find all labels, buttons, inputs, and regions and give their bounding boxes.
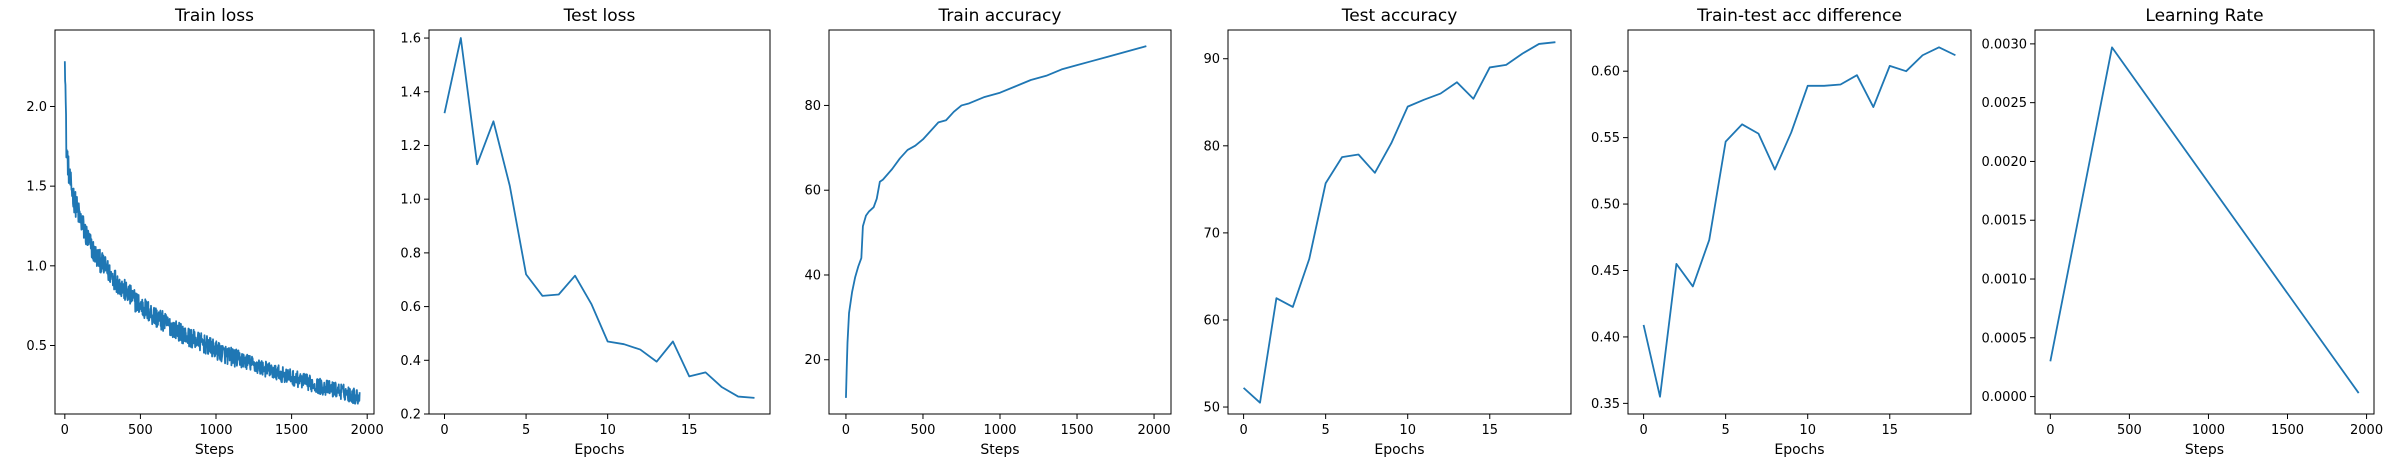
y-tick-label: 0.6 xyxy=(400,300,421,315)
x-tick-label: 2000 xyxy=(2350,423,2383,438)
x-axis-label: Epochs xyxy=(574,442,624,458)
x-tick-label: 5 xyxy=(1322,423,1330,438)
chart-title: Test loss xyxy=(563,6,636,26)
chart-panel-2: Test loss 0 5 10 15 0.2 0.4 0.6 0.8 1.0 1.2 1.4 1.6 E… xyxy=(400,6,771,458)
plot-area-frame xyxy=(428,29,771,415)
x-tick-label: 15 xyxy=(1481,423,1498,438)
chart-panel-4: Test accuracy 0 5 10 15 50 60 70 80 90 Epochs xyxy=(1203,6,1572,458)
chart-panel-6: Learning Rate 0 500 1000 1500 2000 0.0000 0.000… xyxy=(1982,6,2384,458)
y-tick-label: 80 xyxy=(1203,139,1220,154)
y-tick-label: 80 xyxy=(804,99,821,114)
y-tick-label: 0.0000 xyxy=(1982,390,2028,405)
y-tick-label: 0.50 xyxy=(1591,198,1620,213)
x-tick-label: 0 xyxy=(440,423,448,438)
y-tick-label: 0.0020 xyxy=(1982,155,2028,170)
series-line xyxy=(443,37,755,399)
series-line xyxy=(2049,46,2360,394)
y-tick-label: 20 xyxy=(804,353,821,368)
y-tick-label: 60 xyxy=(1203,313,1220,328)
x-tick-label: 0 xyxy=(842,423,850,438)
chart-panel-1: Train loss 0 500 1000 1500 2000 0.5 1.0 1.5 2.0 St… xyxy=(26,6,383,458)
series-line xyxy=(1242,41,1556,404)
y-tick-label: 1.4 xyxy=(400,85,421,100)
y-tick-label: 50 xyxy=(1203,401,1220,416)
y-tick-label: 1.6 xyxy=(400,32,421,47)
y-tick-label: 0.60 xyxy=(1591,65,1620,80)
y-tick-label: 0.55 xyxy=(1591,131,1620,146)
y-tick-label: 60 xyxy=(804,184,821,199)
x-tick-label: 1500 xyxy=(275,423,308,438)
chart-title: Test accuracy xyxy=(1341,6,1458,26)
x-tick-label: 0 xyxy=(61,423,69,438)
chart-title: Train accuracy xyxy=(938,6,1062,26)
x-tick-label: 500 xyxy=(911,423,936,438)
y-tick-label: 0.0025 xyxy=(1982,96,2028,111)
x-tick-label: 500 xyxy=(128,423,153,438)
plot-area-frame xyxy=(1227,29,1572,415)
y-tick-label: 40 xyxy=(804,268,821,283)
x-tick-label: 1500 xyxy=(2271,423,2304,438)
series-line xyxy=(63,61,361,405)
y-tick-label: 0.0015 xyxy=(1982,214,2028,229)
x-axis-label: Epochs xyxy=(1774,442,1824,458)
x-axis-label: Steps xyxy=(980,442,1019,458)
plot-area-frame xyxy=(828,29,1172,415)
plot-area-frame xyxy=(2034,29,2375,415)
x-tick-label: 2000 xyxy=(351,423,384,438)
y-tick-label: 2.0 xyxy=(26,100,47,115)
x-tick-label: 0 xyxy=(2046,423,2054,438)
plot-area-frame xyxy=(1627,29,1972,415)
x-axis-label: Steps xyxy=(195,442,234,458)
chart-title: Train-test acc difference xyxy=(1696,6,1902,26)
chart-panel-3: Train accuracy 0 500 1000 1500 2000 20 40 60 80 St… xyxy=(804,6,1172,458)
x-tick-label: 15 xyxy=(681,423,698,438)
x-tick-label: 5 xyxy=(1722,423,1730,438)
chart-title: Learning Rate xyxy=(2145,6,2263,26)
x-tick-label: 15 xyxy=(1881,423,1898,438)
y-tick-label: 70 xyxy=(1203,226,1220,241)
y-tick-label: 1.2 xyxy=(400,139,421,154)
y-tick-label: 0.8 xyxy=(400,246,421,261)
y-tick-label: 0.40 xyxy=(1591,330,1620,345)
y-tick-label: 1.0 xyxy=(26,259,47,274)
y-tick-label: 1.5 xyxy=(26,180,47,195)
x-tick-label: 1500 xyxy=(1060,423,1093,438)
y-tick-label: 0.45 xyxy=(1591,264,1620,279)
chart-title: Train loss xyxy=(174,6,254,26)
plot-area-frame xyxy=(54,29,375,415)
y-tick-label: 0.0010 xyxy=(1982,273,2028,288)
x-tick-label: 0 xyxy=(1639,423,1647,438)
x-tick-label: 500 xyxy=(2117,423,2142,438)
y-tick-label: 0.35 xyxy=(1591,397,1620,412)
x-tick-label: 1000 xyxy=(983,423,1016,438)
chart-panel-5: Train-test acc difference 0 5 10 15 0.35 0.40 0… xyxy=(1591,6,1972,458)
x-tick-label: 10 xyxy=(599,423,616,438)
y-tick-label: 1.0 xyxy=(400,193,421,208)
x-axis-label: Steps xyxy=(2185,442,2224,458)
x-tick-label: 1000 xyxy=(2192,423,2225,438)
x-tick-label: 0 xyxy=(1239,423,1247,438)
y-tick-label: 0.2 xyxy=(400,408,421,423)
x-tick-label: 1000 xyxy=(199,423,232,438)
x-axis-label: Epochs xyxy=(1374,442,1424,458)
y-tick-label: 90 xyxy=(1203,52,1220,67)
x-tick-label: 5 xyxy=(522,423,530,438)
y-tick-label: 0.5 xyxy=(26,339,47,354)
x-tick-label: 10 xyxy=(1399,423,1416,438)
series-line xyxy=(845,45,1147,398)
y-tick-label: 0.0005 xyxy=(1982,331,2028,346)
y-tick-label: 0.4 xyxy=(400,354,421,369)
x-tick-label: 10 xyxy=(1799,423,1816,438)
series-line xyxy=(1642,46,1956,398)
y-tick-label: 0.0030 xyxy=(1982,37,2028,52)
x-tick-label: 2000 xyxy=(1138,423,1171,438)
